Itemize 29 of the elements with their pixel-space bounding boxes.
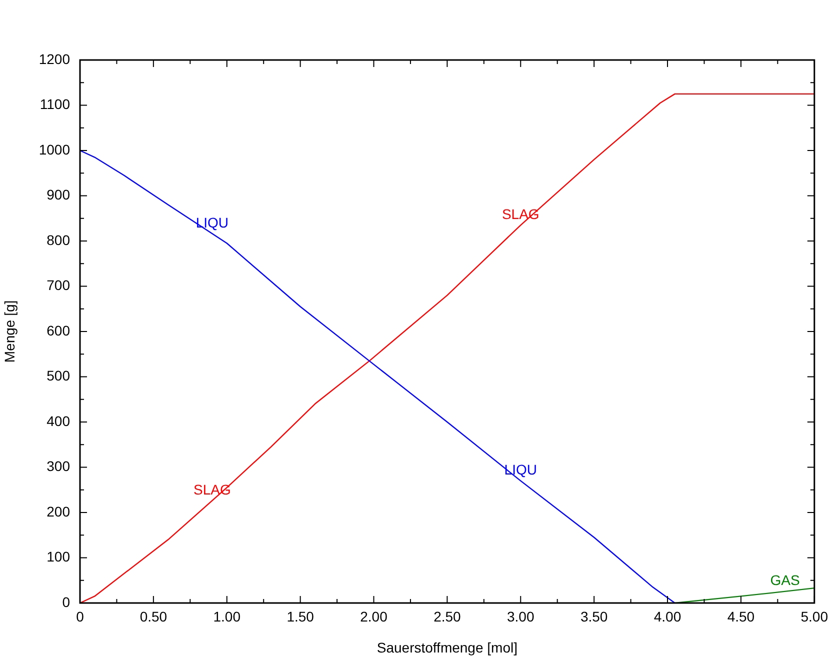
x-tick-label: 0.50 — [140, 608, 168, 624]
x-tick-label: 2.00 — [360, 608, 388, 624]
y-tick-label: 200 — [46, 503, 70, 520]
y-tick-label: 0 — [62, 594, 70, 610]
x-tick-label: 3.00 — [507, 608, 534, 624]
annotation: LIQU — [504, 462, 537, 478]
annotation: GAS — [770, 572, 800, 588]
x-tick-label: 2.50 — [434, 608, 462, 624]
x-tick-label: 3.50 — [580, 608, 608, 624]
y-tick-label: 400 — [46, 412, 70, 429]
x-tick-label: 4.00 — [654, 608, 682, 624]
y-tick-label: 1200 — [38, 50, 70, 67]
y-tick-label: 600 — [46, 322, 70, 338]
x-axis-title: Sauerstoffmenge [mol] — [376, 639, 518, 656]
x-tick-label: 1.00 — [213, 608, 241, 624]
x-tick-label: 4.50 — [727, 608, 755, 624]
x-tick-label: 5.00 — [800, 608, 828, 624]
y-tick-label: 100 — [46, 548, 70, 565]
x-tick-label: 0 — [76, 608, 84, 624]
y-tick-label: 1000 — [38, 141, 70, 158]
y-axis-title: Menge [g] — [1, 300, 18, 363]
annotation: LIQU — [196, 214, 229, 231]
y-tick-label: 900 — [46, 186, 70, 203]
y-tick-label: 1100 — [40, 96, 70, 112]
y-tick-label: 500 — [46, 368, 70, 384]
x-tick-label: 1.50 — [286, 608, 314, 624]
y-tick-label: 700 — [46, 277, 70, 294]
y-tick-label: 800 — [46, 232, 70, 248]
y-tick-label: 300 — [46, 458, 70, 474]
